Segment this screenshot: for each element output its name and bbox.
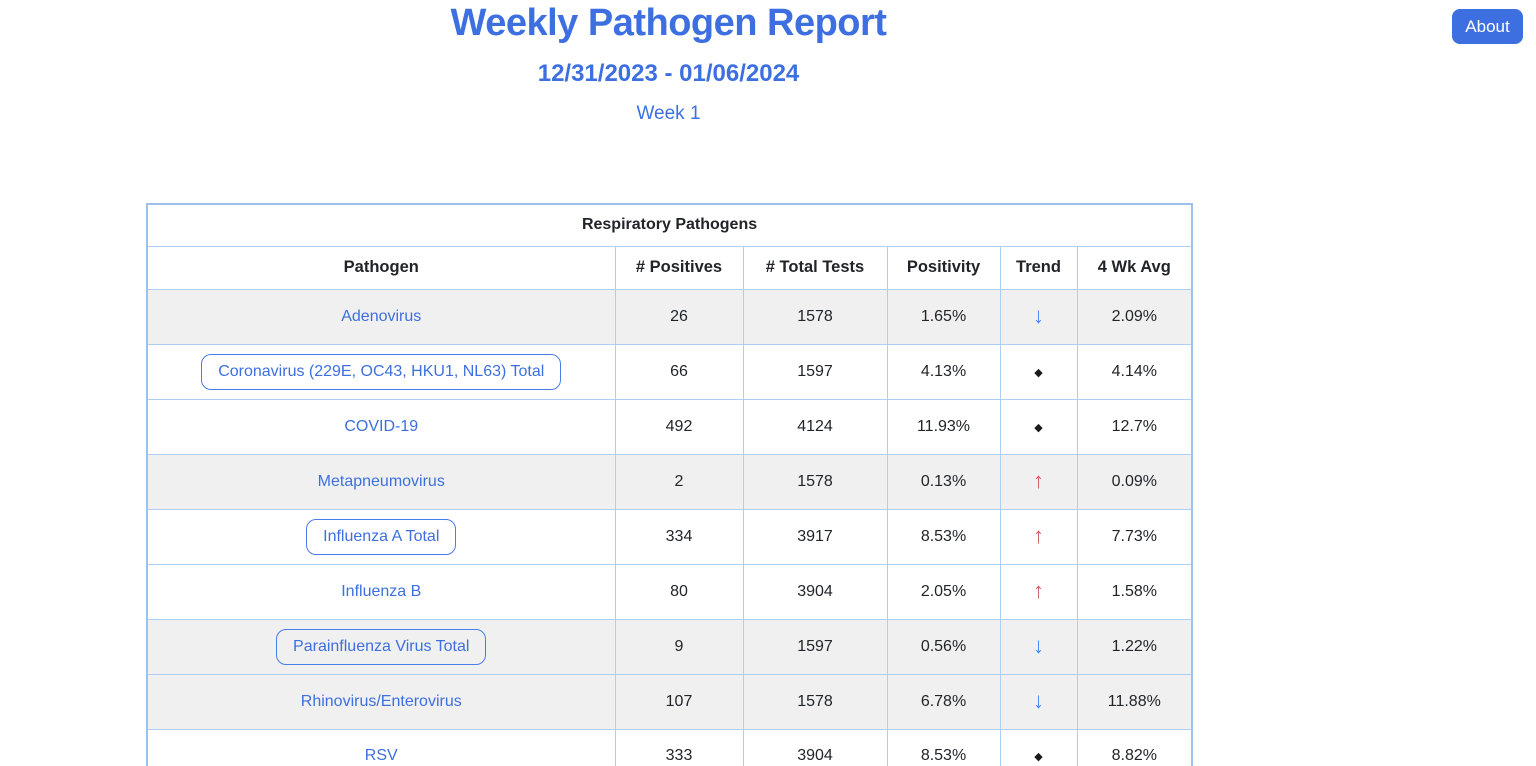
- total-tests-cell: 3917: [742, 508, 888, 565]
- four-wk-avg-cell: 1.58%: [1076, 563, 1193, 620]
- positivity-cell: 11.93%: [886, 398, 1001, 455]
- pathogen-link[interactable]: Influenza A Total: [306, 518, 457, 555]
- total-tests-cell: 3904: [742, 728, 888, 766]
- trend-up-icon: ↑: [1033, 468, 1044, 493]
- positives-cell: 107: [614, 673, 744, 730]
- pathogen-cell: Metapneumovirus: [146, 453, 616, 510]
- trend-steady-icon: ◆: [1034, 421, 1043, 434]
- positives-cell: 9: [614, 618, 744, 675]
- positives-cell: 80: [614, 563, 744, 620]
- trend-cell: ↓: [999, 618, 1078, 675]
- table-header-row: Pathogen # Positives # Total Tests Posit…: [146, 245, 1193, 290]
- report-date-range: 12/31/2023 - 01/06/2024: [537, 60, 800, 87]
- table-row: Metapneumovirus 2 1578 0.13% ↑ 0.09%: [146, 453, 1193, 510]
- trend-cell: ↑: [999, 563, 1078, 620]
- report-week-label: Week 1: [636, 103, 701, 124]
- trend-up-icon: ↑: [1033, 523, 1044, 548]
- table-caption: Respiratory Pathogens: [146, 203, 1193, 247]
- positives-cell: 26: [614, 288, 744, 345]
- pathogen-cell: Parainfluenza Virus Total: [146, 618, 616, 675]
- column-header-pathogen: Pathogen: [146, 245, 616, 290]
- column-header-trend: Trend: [999, 245, 1078, 290]
- table-row: Influenza A Total 334 3917 8.53% ↑ 7.73%: [146, 508, 1193, 565]
- trend-up-icon: ↑: [1033, 578, 1044, 603]
- positivity-cell: 8.53%: [886, 508, 1001, 565]
- pathogen-link[interactable]: Coronavirus (229E, OC43, HKU1, NL63) Tot…: [201, 353, 562, 390]
- trend-down-icon: ↓: [1033, 633, 1044, 658]
- trend-cell: ◆: [999, 728, 1078, 766]
- positives-cell: 2: [614, 453, 744, 510]
- trend-cell: ◆: [999, 343, 1078, 400]
- table-row: Parainfluenza Virus Total 9 1597 0.56% ↓…: [146, 618, 1193, 675]
- column-header-4wk-avg: 4 Wk Avg: [1076, 245, 1193, 290]
- table-row: Influenza B 80 3904 2.05% ↑ 1.58%: [146, 563, 1193, 620]
- pathogen-cell: RSV: [146, 728, 616, 766]
- table-caption-row: Respiratory Pathogens: [146, 203, 1193, 247]
- column-header-total-tests: # Total Tests: [742, 245, 888, 290]
- pathogen-link[interactable]: RSV: [364, 747, 398, 765]
- pathogen-cell: Influenza A Total: [146, 508, 616, 565]
- four-wk-avg-cell: 8.82%: [1076, 728, 1193, 766]
- four-wk-avg-cell: 12.7%: [1076, 398, 1193, 455]
- pathogen-link[interactable]: Metapneumovirus: [317, 472, 445, 490]
- table-wrapper: Respiratory Pathogens Pathogen # Positiv…: [146, 203, 1194, 766]
- four-wk-avg-cell: 11.88%: [1076, 673, 1193, 730]
- four-wk-avg-cell: 7.73%: [1076, 508, 1193, 565]
- report-container: Weekly Pathogen Report 12/31/2023 - 01/0…: [146, 2, 1194, 766]
- table-row: COVID-19 492 4124 11.93% ◆ 12.7%: [146, 398, 1193, 455]
- four-wk-avg-cell: 2.09%: [1076, 288, 1193, 345]
- pathogen-link[interactable]: Adenovirus: [341, 307, 422, 325]
- pathogen-link[interactable]: COVID-19: [344, 417, 419, 435]
- positivity-cell: 1.65%: [886, 288, 1001, 345]
- page-title: Weekly Pathogen Report: [450, 2, 887, 44]
- four-wk-avg-cell: 0.09%: [1076, 453, 1193, 510]
- total-tests-cell: 1597: [742, 618, 888, 675]
- pathogen-cell: COVID-19: [146, 398, 616, 455]
- pathogen-cell: Coronavirus (229E, OC43, HKU1, NL63) Tot…: [146, 343, 616, 400]
- positivity-cell: 4.13%: [886, 343, 1001, 400]
- pathogen-link[interactable]: Parainfluenza Virus Total: [276, 628, 487, 665]
- table-row: RSV 333 3904 8.53% ◆ 8.82%: [146, 728, 1193, 766]
- total-tests-cell: 1578: [742, 453, 888, 510]
- trend-steady-icon: ◆: [1034, 751, 1043, 764]
- trend-cell: ◆: [999, 398, 1078, 455]
- pathogen-link[interactable]: Influenza B: [341, 582, 422, 600]
- positivity-cell: 0.56%: [886, 618, 1001, 675]
- positives-cell: 66: [614, 343, 744, 400]
- total-tests-cell: 1597: [742, 343, 888, 400]
- about-button[interactable]: About: [1452, 9, 1523, 44]
- positives-cell: 334: [614, 508, 744, 565]
- pathogen-table: Respiratory Pathogens Pathogen # Positiv…: [146, 203, 1194, 766]
- trend-cell: ↑: [999, 453, 1078, 510]
- trend-cell: ↓: [999, 288, 1078, 345]
- table-row: Coronavirus (229E, OC43, HKU1, NL63) Tot…: [146, 343, 1193, 400]
- positivity-cell: 2.05%: [886, 563, 1001, 620]
- pathogen-link[interactable]: Rhinovirus/Enterovirus: [300, 692, 462, 710]
- table-row: Rhinovirus/Enterovirus 107 1578 6.78% ↓ …: [146, 673, 1193, 730]
- four-wk-avg-cell: 4.14%: [1076, 343, 1193, 400]
- table-row: Adenovirus 26 1578 1.65% ↓ 2.09%: [146, 288, 1193, 345]
- trend-down-icon: ↓: [1033, 688, 1044, 713]
- positives-cell: 492: [614, 398, 744, 455]
- pathogen-cell: Rhinovirus/Enterovirus: [146, 673, 616, 730]
- positivity-cell: 8.53%: [886, 728, 1001, 766]
- total-tests-cell: 3904: [742, 563, 888, 620]
- trend-down-icon: ↓: [1033, 303, 1044, 328]
- four-wk-avg-cell: 1.22%: [1076, 618, 1193, 675]
- column-header-positives: # Positives: [614, 245, 744, 290]
- positives-cell: 333: [614, 728, 744, 766]
- pathogen-cell: Influenza B: [146, 563, 616, 620]
- column-header-positivity: Positivity: [886, 245, 1001, 290]
- total-tests-cell: 1578: [742, 288, 888, 345]
- positivity-cell: 6.78%: [886, 673, 1001, 730]
- pathogen-cell: Adenovirus: [146, 288, 616, 345]
- trend-steady-icon: ◆: [1034, 366, 1043, 379]
- trend-cell: ↑: [999, 508, 1078, 565]
- table-body: Adenovirus 26 1578 1.65% ↓ 2.09% Coronav…: [146, 288, 1193, 766]
- positivity-cell: 0.13%: [886, 453, 1001, 510]
- total-tests-cell: 4124: [742, 398, 888, 455]
- total-tests-cell: 1578: [742, 673, 888, 730]
- trend-cell: ↓: [999, 673, 1078, 730]
